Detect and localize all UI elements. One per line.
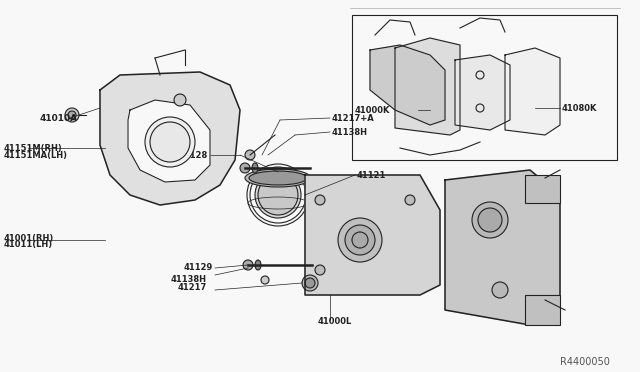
Polygon shape (505, 48, 560, 135)
Circle shape (315, 195, 325, 205)
Text: 41011(LH): 41011(LH) (4, 241, 53, 250)
Bar (352, 15, 617, 160)
Ellipse shape (255, 172, 301, 218)
Text: 41151MA(LH): 41151MA(LH) (4, 151, 68, 160)
Text: 41000L: 41000L (318, 317, 352, 327)
Circle shape (145, 117, 195, 167)
Circle shape (150, 122, 190, 162)
Bar (525, 175, 560, 203)
Text: 41138H: 41138H (332, 128, 368, 137)
Ellipse shape (245, 169, 311, 187)
Circle shape (345, 225, 375, 255)
Text: 41000K: 41000K (355, 106, 390, 115)
Circle shape (305, 278, 315, 288)
Polygon shape (128, 100, 210, 182)
Ellipse shape (258, 175, 298, 215)
Text: 41217+A: 41217+A (332, 113, 375, 122)
Circle shape (478, 208, 502, 232)
Circle shape (405, 195, 415, 205)
Polygon shape (455, 55, 510, 130)
Polygon shape (305, 175, 440, 295)
Circle shape (492, 282, 508, 298)
Polygon shape (370, 45, 445, 125)
Text: 41151M(RH): 41151M(RH) (4, 144, 63, 153)
Circle shape (352, 232, 368, 248)
Polygon shape (100, 72, 240, 205)
Polygon shape (445, 170, 560, 325)
Circle shape (174, 94, 186, 106)
Circle shape (315, 265, 325, 275)
Polygon shape (395, 38, 460, 135)
Text: 41138H: 41138H (171, 276, 207, 285)
Ellipse shape (249, 171, 307, 185)
Bar (525, 295, 560, 325)
Ellipse shape (243, 260, 253, 270)
Text: 41080K: 41080K (562, 103, 597, 112)
Text: R4400050: R4400050 (560, 357, 610, 367)
Ellipse shape (255, 260, 261, 270)
Text: 41010A: 41010A (40, 113, 78, 122)
Circle shape (65, 108, 79, 122)
Ellipse shape (240, 163, 250, 173)
Circle shape (338, 218, 382, 262)
Circle shape (68, 111, 76, 119)
Circle shape (245, 150, 255, 160)
Text: 41217: 41217 (178, 283, 207, 292)
Circle shape (472, 202, 508, 238)
Text: 41129: 41129 (184, 263, 213, 273)
Text: 41121: 41121 (357, 170, 387, 180)
Text: 41001(RH): 41001(RH) (4, 234, 54, 243)
Circle shape (261, 276, 269, 284)
Ellipse shape (252, 163, 258, 173)
Text: 41128: 41128 (179, 151, 208, 160)
Circle shape (302, 275, 318, 291)
